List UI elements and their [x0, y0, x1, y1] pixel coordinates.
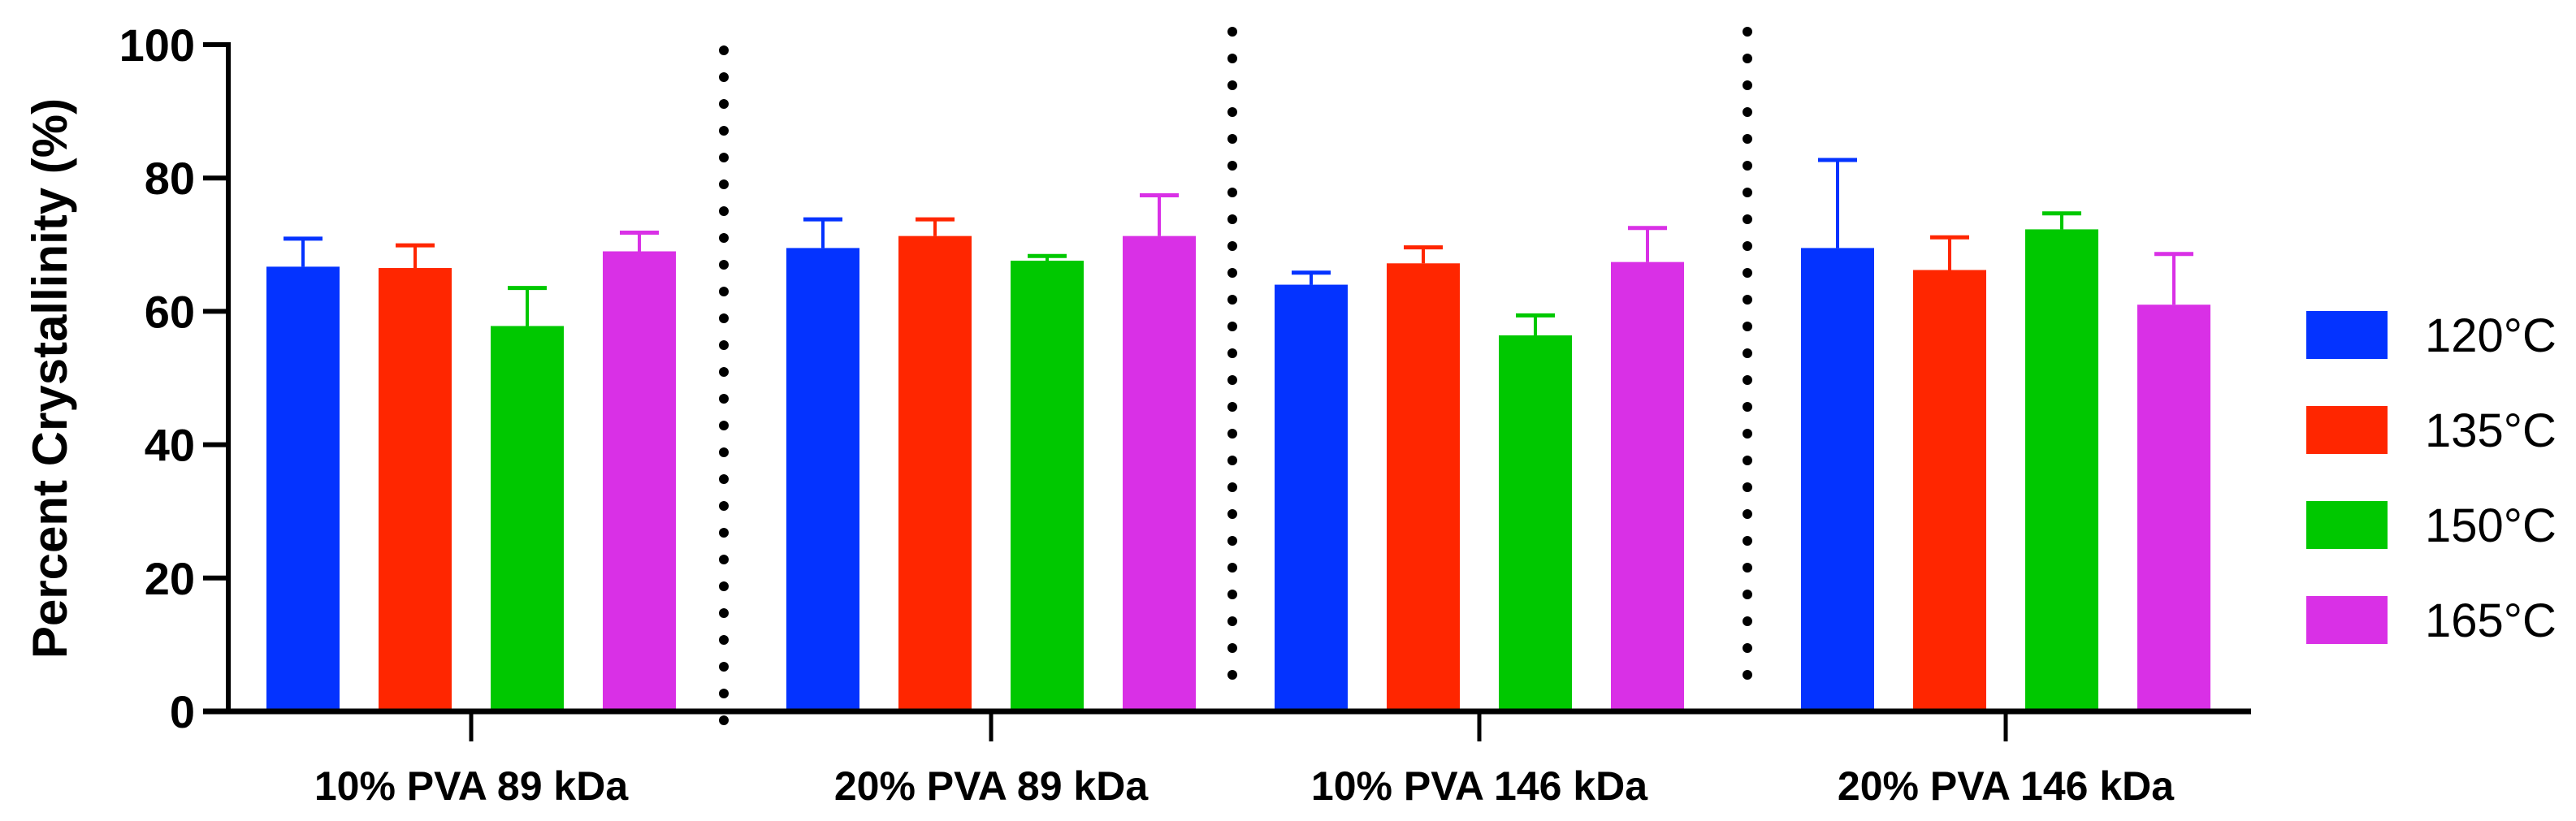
- legend: 120°C 135°C 150°C 165°C: [2306, 309, 2557, 647]
- legend-label: 165°C: [2425, 594, 2557, 647]
- bar-150°C: [491, 326, 564, 711]
- legend-label: 120°C: [2425, 309, 2557, 362]
- legend-swatch: [2306, 311, 2388, 359]
- bar-120°C: [1801, 248, 1874, 711]
- y-tick-label: 100: [119, 19, 195, 71]
- bar-120°C: [786, 248, 859, 711]
- legend-swatch: [2306, 501, 2388, 549]
- bar-150°C: [2025, 229, 2098, 711]
- x-tick-label: 20% PVA 146 kDa: [1838, 763, 2175, 809]
- bar-120°C: [1275, 284, 1348, 711]
- y-tick-label: 0: [170, 686, 195, 737]
- x-tick-label: 10% PVA 146 kDa: [1311, 763, 1648, 809]
- x-ticks: 10% PVA 89 kDa 20% PVA 89 kDa 10% PVA 146 …: [314, 712, 2175, 809]
- bar-135°C: [898, 235, 972, 711]
- y-axis-title: Percent Crystallinity (%): [23, 98, 77, 659]
- y-ticks: 0 20 40 60 80 100: [119, 19, 228, 737]
- bar-165°C: [603, 251, 676, 711]
- y-tick-label: 40: [145, 420, 195, 471]
- x-tick-label: 20% PVA 89 kDa: [834, 763, 1149, 809]
- legend-label: 150°C: [2425, 499, 2557, 552]
- bar-135°C: [379, 268, 452, 711]
- y-tick-label: 60: [145, 286, 195, 337]
- bar-135°C: [1913, 270, 1986, 711]
- legend-swatch: [2306, 596, 2388, 644]
- bars: [266, 158, 2210, 712]
- y-tick-label: 80: [145, 153, 195, 204]
- legend-swatch: [2306, 406, 2388, 454]
- bar-165°C: [1123, 235, 1196, 711]
- axes: [203, 42, 2251, 715]
- bar-150°C: [1499, 335, 1572, 711]
- legend-label: 135°C: [2425, 404, 2557, 457]
- x-tick-label: 10% PVA 89 kDa: [314, 763, 630, 809]
- bar-150°C: [1011, 261, 1084, 711]
- bar-135°C: [1387, 263, 1460, 712]
- bar-120°C: [266, 266, 340, 711]
- y-tick-label: 20: [145, 553, 195, 604]
- bar-165°C: [2137, 305, 2210, 711]
- bar-165°C: [1611, 261, 1684, 711]
- group-dividers: [719, 27, 1752, 730]
